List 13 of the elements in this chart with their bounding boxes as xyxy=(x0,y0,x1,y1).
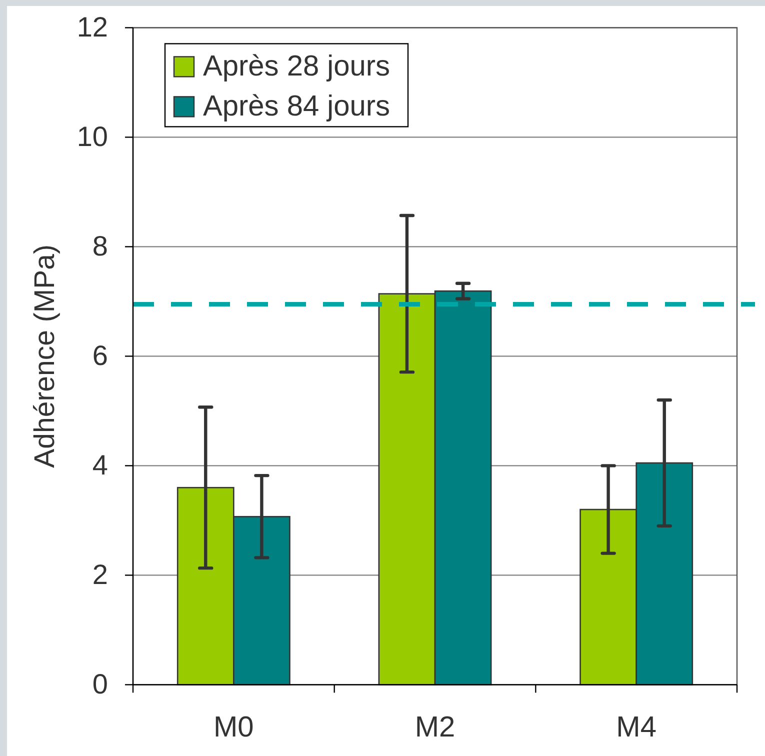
legend-label: Après 84 jours xyxy=(203,90,390,123)
x-tick-label: M0 xyxy=(214,712,254,744)
y-tick-label: 12 xyxy=(76,12,108,43)
y-tick-label: 8 xyxy=(92,230,108,262)
y-axis-title: Adhérence (MPa) xyxy=(29,244,61,468)
y-tick-label: 4 xyxy=(92,450,108,481)
y-tick-label: 10 xyxy=(76,121,108,152)
y-tick-label: 6 xyxy=(92,340,108,372)
x-tick-label: M2 xyxy=(414,712,456,744)
y-tick-label: 0 xyxy=(92,668,108,700)
x-tick-label: M4 xyxy=(616,712,656,744)
y-tick-label: 2 xyxy=(92,559,108,590)
legend-label: Après 28 jours xyxy=(203,50,390,83)
